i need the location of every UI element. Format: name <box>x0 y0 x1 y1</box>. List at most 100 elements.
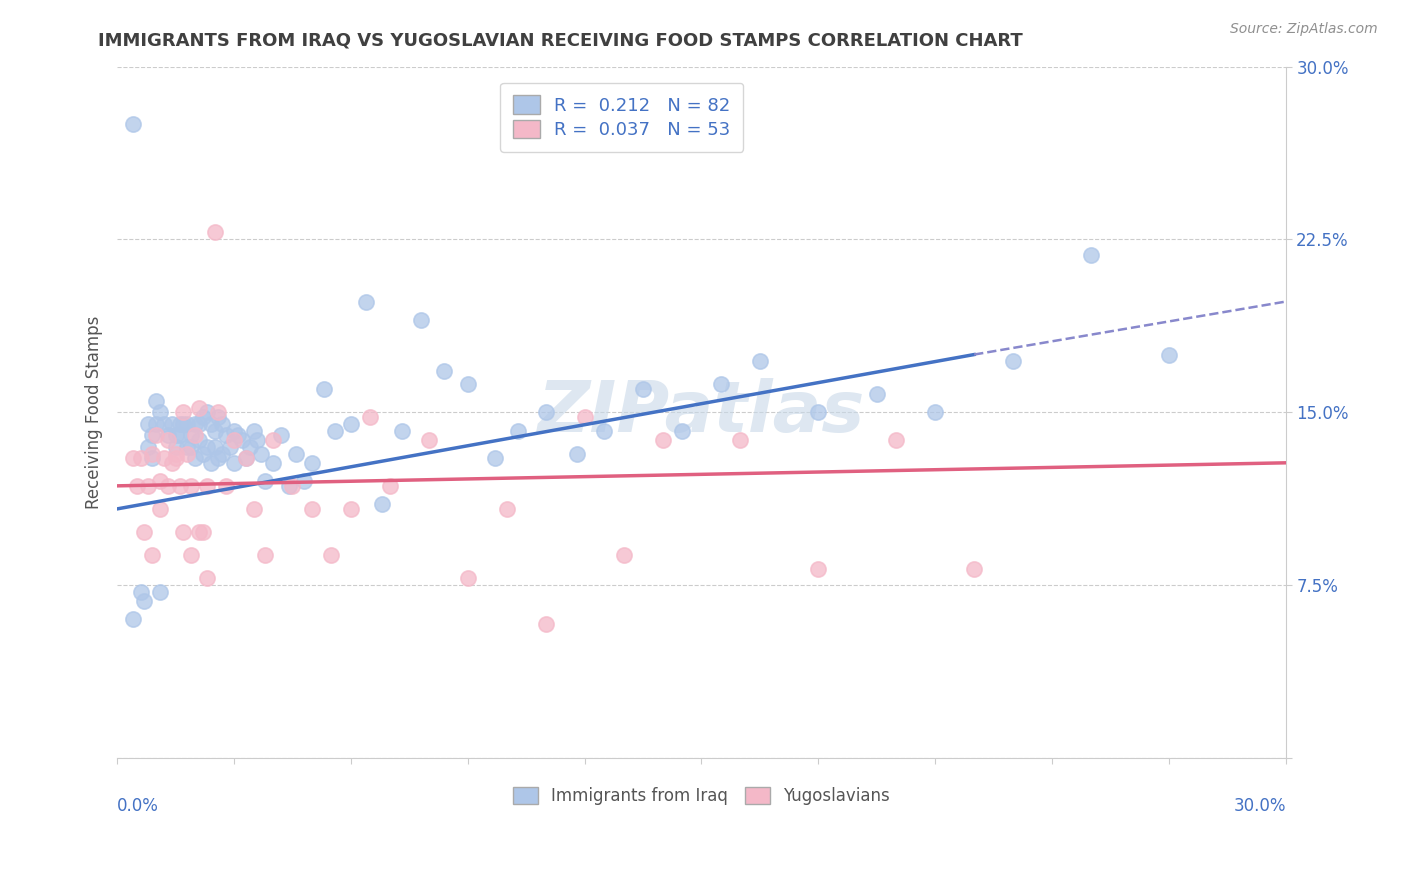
Point <box>457 377 479 392</box>
Text: IMMIGRANTS FROM IRAQ VS YUGOSLAVIAN RECEIVING FOOD STAMPS CORRELATION CHART: IMMIGRANTS FROM IRAQ VS YUGOSLAVIAN RECE… <box>98 31 1024 49</box>
Point <box>156 433 179 447</box>
Point <box>748 354 770 368</box>
Text: 30.0%: 30.0% <box>1233 797 1285 814</box>
Point <box>195 440 218 454</box>
Point <box>207 451 229 466</box>
Point <box>165 440 187 454</box>
Point <box>323 424 346 438</box>
Point <box>200 456 222 470</box>
Point <box>730 433 752 447</box>
Point <box>172 417 194 431</box>
Point <box>145 428 167 442</box>
Point <box>172 405 194 419</box>
Point <box>165 428 187 442</box>
Point <box>195 405 218 419</box>
Text: ZIPatlas: ZIPatlas <box>538 377 865 447</box>
Point <box>165 451 187 466</box>
Point <box>215 428 238 442</box>
Point <box>191 409 214 424</box>
Point <box>371 497 394 511</box>
Text: Source: ZipAtlas.com: Source: ZipAtlas.com <box>1230 22 1378 37</box>
Point <box>129 584 152 599</box>
Point <box>211 447 233 461</box>
Point <box>651 433 673 447</box>
Point <box>149 501 172 516</box>
Point <box>138 440 160 454</box>
Point <box>149 475 172 489</box>
Point <box>262 456 284 470</box>
Point <box>219 440 242 454</box>
Point <box>153 451 176 466</box>
Point <box>235 451 257 466</box>
Point <box>134 594 156 608</box>
Point <box>242 501 264 516</box>
Point <box>285 447 308 461</box>
Point <box>356 294 378 309</box>
Point <box>1157 347 1180 361</box>
Point <box>613 548 636 562</box>
Point <box>270 428 292 442</box>
Point <box>153 417 176 431</box>
Point <box>484 451 506 466</box>
Point <box>145 393 167 408</box>
Point <box>188 401 211 415</box>
Y-axis label: Receiving Food Stamps: Receiving Food Stamps <box>86 316 103 508</box>
Point <box>188 417 211 431</box>
Point <box>211 417 233 431</box>
Point <box>149 584 172 599</box>
Point <box>207 409 229 424</box>
Point <box>631 382 654 396</box>
Point <box>391 424 413 438</box>
Point <box>242 424 264 438</box>
Point <box>180 548 202 562</box>
Point <box>176 440 198 454</box>
Point <box>1080 248 1102 262</box>
Point <box>593 424 616 438</box>
Point <box>125 479 148 493</box>
Text: 0.0%: 0.0% <box>117 797 159 814</box>
Point <box>195 571 218 585</box>
Point <box>222 456 245 470</box>
Point <box>138 479 160 493</box>
Point <box>457 571 479 585</box>
Point <box>176 417 198 431</box>
Point <box>184 451 207 466</box>
Point <box>409 313 432 327</box>
Point <box>312 382 335 396</box>
Point <box>145 417 167 431</box>
Point <box>169 479 191 493</box>
Point <box>204 226 226 240</box>
Point <box>180 440 202 454</box>
Point <box>188 524 211 539</box>
Point <box>534 617 557 632</box>
Point <box>866 386 889 401</box>
Point <box>149 405 172 419</box>
Point <box>262 433 284 447</box>
Point <box>246 433 269 447</box>
Point <box>321 548 343 562</box>
Legend: Immigrants from Iraq, Yugoslavians: Immigrants from Iraq, Yugoslavians <box>506 780 897 812</box>
Point <box>340 417 363 431</box>
Point <box>418 433 440 447</box>
Point <box>141 447 163 461</box>
Point <box>239 440 262 454</box>
Point <box>281 479 304 493</box>
Point <box>963 562 986 576</box>
Point <box>340 501 363 516</box>
Point <box>156 479 179 493</box>
Point <box>204 424 226 438</box>
Point <box>191 524 214 539</box>
Point <box>359 409 381 424</box>
Point <box>215 479 238 493</box>
Point <box>184 417 207 431</box>
Point <box>1002 354 1025 368</box>
Point <box>254 548 277 562</box>
Point <box>250 447 273 461</box>
Point <box>180 428 202 442</box>
Point <box>188 433 211 447</box>
Point <box>534 405 557 419</box>
Point <box>235 451 257 466</box>
Point <box>169 417 191 431</box>
Point <box>710 377 733 392</box>
Point <box>156 428 179 442</box>
